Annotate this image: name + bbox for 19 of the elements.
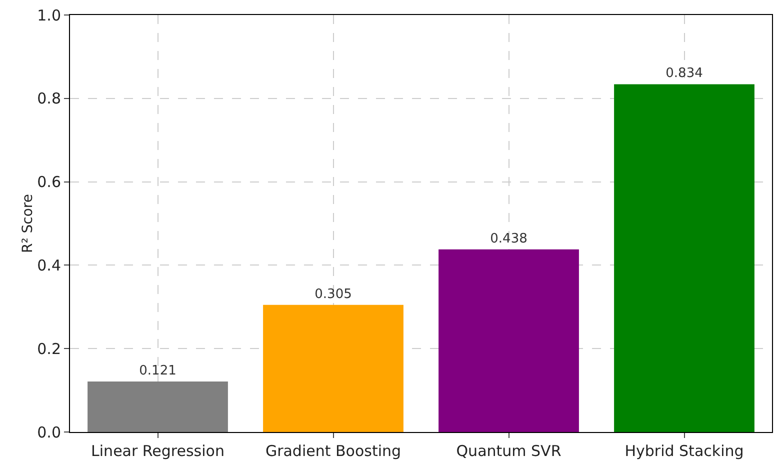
- y-tick-label: 0.6: [37, 173, 61, 192]
- bar: [438, 249, 579, 432]
- x-tick-label: Linear Regression: [91, 442, 224, 460]
- x-tick-label: Quantum SVR: [456, 442, 562, 460]
- y-tick-label: 0.4: [37, 256, 61, 274]
- bar: [614, 84, 754, 432]
- y-tick-label: 1.0: [37, 6, 61, 24]
- bar: [263, 304, 404, 432]
- y-tick-label: 0.8: [37, 90, 61, 108]
- y-axis-title: R² Score: [20, 194, 36, 254]
- bar: [88, 382, 228, 432]
- data-label: 0.834: [666, 66, 703, 82]
- data-label: 0.121: [139, 364, 176, 379]
- x-tick-label: Hybrid Stacking: [624, 442, 744, 460]
- y-tick-label: 0.2: [37, 340, 61, 358]
- data-label: 0.305: [314, 286, 352, 302]
- x-tick-label: Gradient Boosting: [265, 442, 402, 460]
- y-tick-label: 0.0: [37, 423, 61, 442]
- data-label: 0.438: [490, 231, 528, 246]
